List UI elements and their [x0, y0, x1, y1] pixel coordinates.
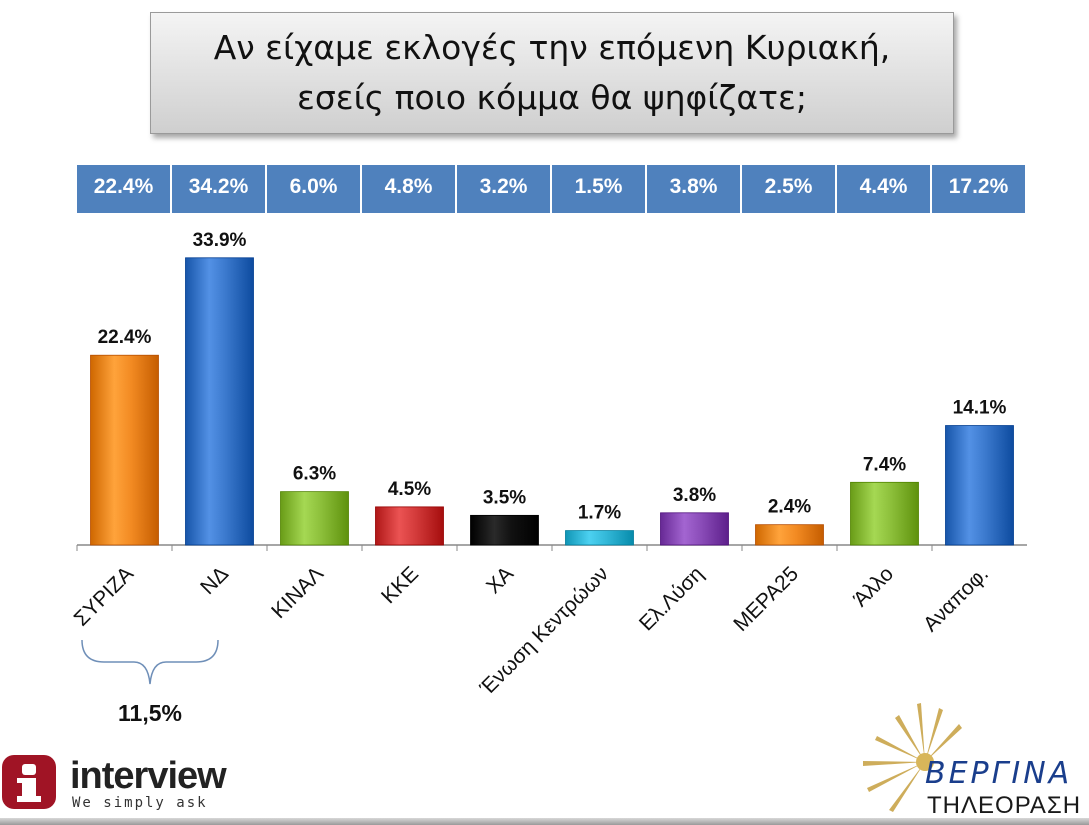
bar-value-label: 4.5% — [388, 479, 431, 500]
vergina-logo-name: ΒΕΡΓΙΝΑ — [925, 756, 1073, 791]
previous-value-cell: 3.2% — [457, 165, 550, 213]
bar-1 — [185, 257, 254, 546]
bar-3 — [375, 506, 444, 546]
bar-value-label: 1.7% — [578, 503, 621, 524]
bar-4 — [470, 514, 539, 546]
chart-title-line-1: Αν είχαμε εκλογές την επόμενη Κυριακή, — [213, 28, 891, 67]
bar-value-label: 33.9% — [193, 230, 247, 251]
bar-value-label: 3.8% — [673, 485, 716, 506]
previous-value-cell: 3.8% — [647, 165, 740, 213]
interview-logo-name: interview — [70, 755, 227, 797]
previous-value-cell: 6.0% — [267, 165, 360, 213]
bar-5 — [565, 530, 634, 546]
previous-value-cell: 1.5% — [552, 165, 645, 213]
bar-value-label: 22.4% — [98, 327, 152, 348]
previous-value-cell: 34.2% — [172, 165, 265, 213]
chart-title-box: Αν είχαμε εκλογές την επόμενη Κυριακή, ε… — [150, 12, 954, 134]
vergina-logo-subtitle: ΤΗΛΕΟΡΑΣΗ — [927, 792, 1082, 819]
previous-results-row: 22.4% 34.2% 6.0% 4.8% 3.2% 1.5% 3.8% 2.5% 4.4% 17… — [77, 165, 1027, 213]
bar-value-label: 14.1% — [953, 398, 1007, 419]
bar-0 — [90, 354, 159, 546]
vergina-logo: ΒΕΡΓΙΝΑ ΤΗΛΕΟΡΑΣΗ — [855, 700, 1089, 825]
chart-title-line-2: εσείς ποιο κόμμα θα ψηφίζατε; — [297, 78, 807, 117]
bracket-sum-label: 11,5% — [118, 700, 182, 726]
interview-logo: interview We simply ask — [0, 755, 240, 815]
bar-2 — [280, 491, 349, 546]
bar-7 — [755, 524, 824, 546]
interview-logo-tagline: We simply ask — [72, 795, 208, 811]
bar-6 — [660, 512, 729, 546]
bar-value-label: 2.4% — [768, 497, 811, 518]
previous-value-cell: 4.4% — [837, 165, 930, 213]
previous-value-cell: 22.4% — [77, 165, 170, 213]
bar-value-label: 7.4% — [863, 454, 906, 475]
previous-value-cell: 2.5% — [742, 165, 835, 213]
bar-value-label: 6.3% — [293, 464, 336, 485]
bar-8 — [850, 481, 919, 546]
vergina-sun-icon — [863, 703, 962, 812]
previous-value-cell: 4.8% — [362, 165, 455, 213]
bar-value-label: 3.5% — [483, 487, 526, 508]
bracket-brace — [81, 639, 219, 685]
footer-divider — [0, 818, 1089, 825]
previous-value-cell: 17.2% — [932, 165, 1025, 213]
bar-9 — [945, 425, 1014, 546]
info-i-icon — [2, 755, 56, 809]
